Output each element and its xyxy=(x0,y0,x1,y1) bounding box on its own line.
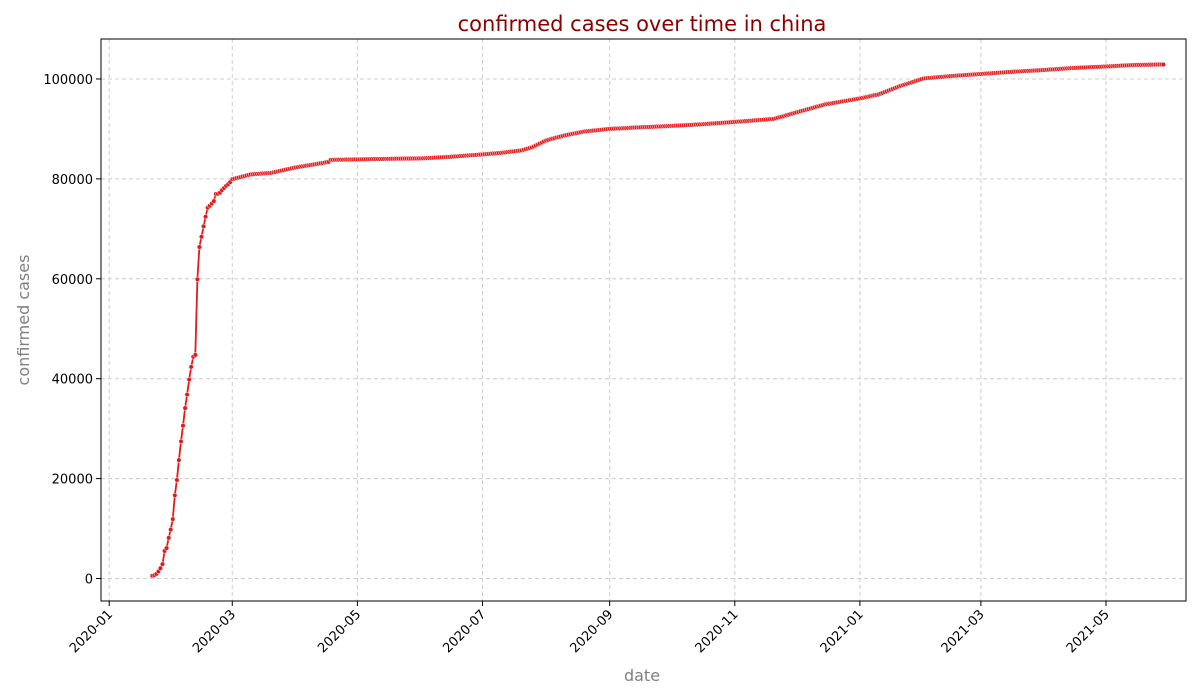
grid-lines xyxy=(101,39,1186,601)
data-point xyxy=(196,244,202,250)
chart-title: confirmed cases over time in china xyxy=(458,12,827,36)
x-tick-label: 2021-03 xyxy=(939,607,988,656)
x-tick-label: 2020-01 xyxy=(67,607,116,656)
data-point xyxy=(211,198,217,204)
data-point xyxy=(201,223,207,229)
data-point xyxy=(1160,61,1166,68)
y-tick-label: 100000 xyxy=(43,73,93,88)
x-axis: 2020-01 2020-03 2020-05 2020-07 2020-09 2020-… xyxy=(67,601,1113,656)
data-point xyxy=(180,423,186,429)
data-point xyxy=(159,561,166,567)
data-point xyxy=(198,234,205,240)
x-tick-label: 2021-05 xyxy=(1064,607,1113,656)
y-axis-title: confirmed cases xyxy=(14,255,33,386)
series-line xyxy=(152,63,1164,577)
x-tick-label: 2020-07 xyxy=(440,607,489,656)
data-point xyxy=(203,214,209,220)
data-point xyxy=(164,545,170,551)
x-tick-label: 2020-11 xyxy=(693,607,742,656)
data-point xyxy=(174,477,180,483)
y-tick-label: 80000 xyxy=(52,173,93,188)
series-layer xyxy=(149,61,1166,579)
y-tick-label: 0 xyxy=(85,573,93,588)
data-point xyxy=(166,535,172,541)
data-point xyxy=(184,392,190,398)
data-point xyxy=(168,527,174,533)
y-tick-label: 60000 xyxy=(52,273,93,288)
data-point xyxy=(194,276,200,282)
data-point xyxy=(157,565,164,571)
data-point xyxy=(182,405,188,411)
data-point xyxy=(192,352,198,358)
data-point xyxy=(188,364,194,370)
y-axis: 0 20000 40000 60000 80000 100000 xyxy=(43,73,101,588)
data-point xyxy=(170,516,176,522)
x-axis-title: date xyxy=(624,666,660,685)
x-tick-label: 2020-03 xyxy=(190,607,239,656)
data-point xyxy=(172,492,178,498)
data-point xyxy=(176,457,182,463)
data-point xyxy=(186,377,192,383)
data-point xyxy=(178,438,184,444)
y-tick-label: 40000 xyxy=(52,373,93,388)
y-tick-label: 20000 xyxy=(52,473,93,488)
x-tick-label: 2021-01 xyxy=(818,607,867,656)
plot-area-frame xyxy=(100,38,1187,602)
x-tick-label: 2020-09 xyxy=(567,607,616,656)
x-tick-label: 2020-05 xyxy=(315,607,364,656)
